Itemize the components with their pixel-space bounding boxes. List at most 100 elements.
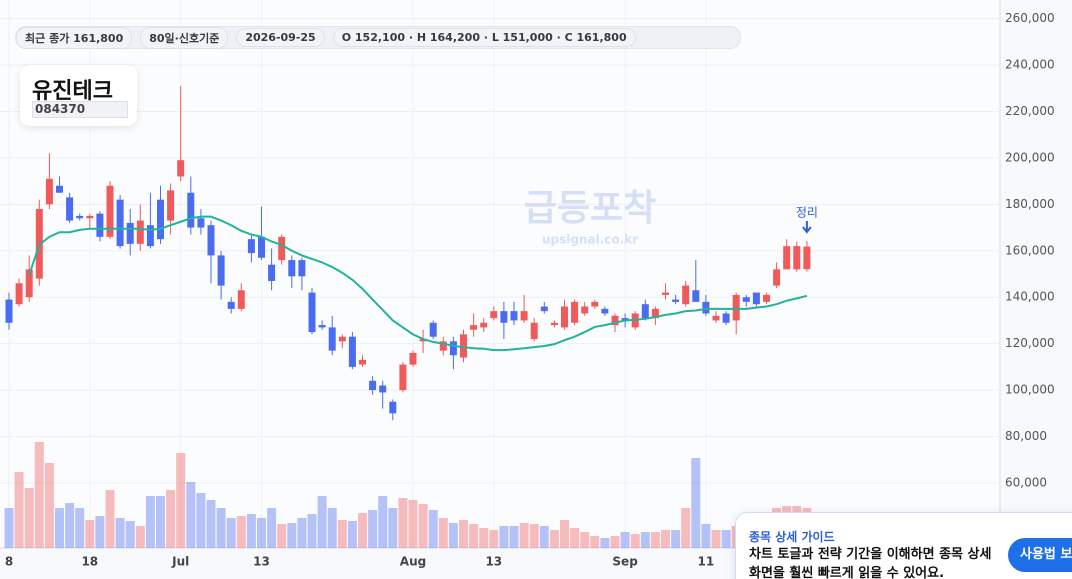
watermark: 급등포착	[524, 188, 656, 229]
volume-bar	[85, 520, 95, 548]
volume-bar	[145, 496, 155, 548]
x-tick-label: 8	[5, 555, 13, 569]
volume-bar	[459, 520, 468, 548]
volume-bar	[408, 500, 418, 548]
candle-body	[692, 290, 700, 302]
candle-body	[419, 339, 427, 342]
volume-bar	[721, 530, 731, 548]
y-tick-label: 220,000	[1005, 104, 1055, 118]
volume-bar	[469, 524, 479, 548]
y-tick-label: 160,000	[1005, 243, 1055, 257]
candle-body	[217, 255, 225, 286]
volume-bar	[620, 532, 630, 548]
volume-bar	[4, 508, 14, 548]
candle-body	[359, 359, 366, 365]
volume-bar	[236, 516, 246, 548]
y-tick-label: 100,000	[1005, 383, 1055, 397]
y-tick-label: 180,000	[1005, 197, 1055, 211]
volume-bar	[176, 453, 186, 548]
candle-body	[702, 301, 710, 314]
plot-area	[0, 0, 1000, 548]
candle-body	[752, 292, 760, 305]
volume-bar	[75, 508, 85, 548]
candle-body	[136, 220, 144, 244]
volume-bar	[640, 532, 650, 548]
moving-average	[28, 215, 808, 352]
candle-body	[500, 311, 508, 323]
candle-body	[611, 315, 619, 326]
candle-body	[742, 297, 750, 302]
candle-body	[247, 239, 255, 254]
candle-body	[783, 246, 791, 270]
candle-body	[480, 322, 488, 328]
candle-body	[25, 269, 33, 298]
candle-body	[449, 341, 457, 356]
volume-bar	[681, 508, 691, 548]
volume-bar	[327, 508, 337, 548]
candle-body	[288, 260, 296, 277]
candle-body	[227, 301, 235, 309]
annotation-arrow	[802, 221, 812, 234]
chip: O 152,100 · H 164,200 · L 151,000 · C 16…	[332, 28, 636, 47]
volume-bar	[186, 482, 196, 548]
candle-body	[591, 301, 599, 307]
volume-bar	[358, 513, 367, 548]
volume-bar	[549, 530, 559, 548]
volume-bar	[14, 472, 24, 548]
volume-bar	[448, 523, 458, 548]
guide-button[interactable]: 사용법 보기	[1008, 538, 1072, 572]
candle-body	[399, 364, 407, 391]
x-tick-label: 13	[253, 555, 270, 569]
candle-body	[379, 385, 387, 393]
x-tick-label: Sep	[612, 555, 638, 569]
candle-body	[409, 352, 417, 365]
candle-body	[76, 215, 84, 219]
candle-body	[308, 292, 316, 333]
candle-body	[460, 334, 467, 358]
volume-bar	[156, 496, 165, 548]
chip: 최근 종가 161,800	[16, 26, 133, 49]
candle-body	[561, 306, 568, 328]
candle-body	[429, 322, 437, 337]
candle-body	[581, 306, 589, 314]
stock-code: 084370	[32, 101, 128, 118]
y-tick-label: 120,000	[1005, 336, 1055, 350]
candle-body	[96, 213, 104, 237]
candle-body	[682, 285, 690, 305]
volume-bar	[44, 463, 54, 548]
volume-bar	[257, 518, 266, 548]
volume-bar	[317, 496, 327, 548]
annotation: 정리	[796, 206, 818, 220]
candle-body	[510, 311, 518, 321]
volume-bar	[307, 514, 317, 548]
candle-body	[157, 199, 164, 240]
candle-body	[571, 301, 579, 323]
candle-body	[550, 322, 558, 326]
volume-bar	[570, 528, 580, 548]
volume-bar	[509, 526, 519, 548]
chip-bar: 최근 종가 161,800 80일·신호기준 2026-09-25 O 152,…	[15, 26, 741, 49]
volume-bar	[428, 510, 438, 548]
watermark-site: upsignal.co.kr	[542, 233, 638, 247]
volume-bar	[378, 496, 388, 548]
volume-bar	[691, 458, 701, 548]
volume-bar	[610, 536, 620, 548]
volume-bar	[105, 490, 115, 548]
volume-bar	[398, 498, 408, 548]
volume-bar	[166, 490, 176, 548]
candle-body	[732, 294, 740, 321]
y-tick-label: 240,000	[1005, 58, 1055, 72]
volume-bar	[600, 538, 610, 548]
candle-body	[490, 311, 498, 319]
volume-bar	[125, 521, 135, 548]
volume-bar	[650, 532, 660, 548]
candle-body	[328, 327, 336, 351]
candle-body	[167, 190, 175, 221]
y-tick-label: 260,000	[1005, 11, 1055, 25]
candle-body	[15, 283, 23, 305]
volume-bar	[226, 518, 236, 548]
candle-body	[803, 246, 811, 270]
volume-bar	[135, 526, 145, 548]
volume-bar	[519, 523, 529, 548]
